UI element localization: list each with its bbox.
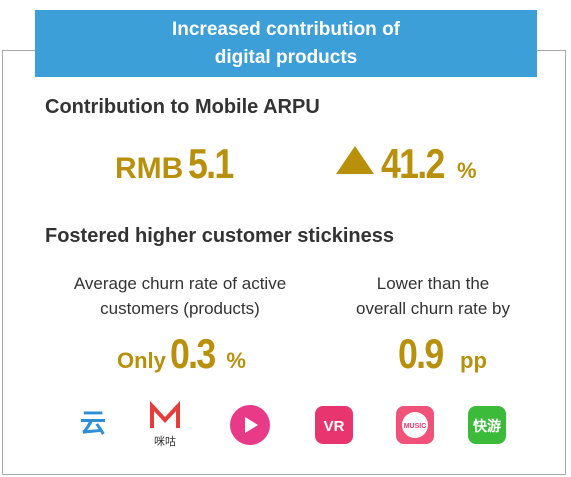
unit: % <box>226 348 246 373</box>
currency: RMB <box>115 152 184 185</box>
heading: Contribution to Mobile ARPU <box>45 96 320 118</box>
header-title: digital products <box>214 47 358 68</box>
amount: 5.1 <box>187 140 234 187</box>
unit: pp <box>460 348 487 373</box>
up-arrow <box>336 146 374 174</box>
icon-disc <box>402 412 428 438</box>
icon-game <box>468 406 506 444</box>
right-label: Lower than the overall churn rate by <box>300 271 566 321</box>
label-line: customers (products) <box>100 299 260 318</box>
icon-migu <box>150 400 180 428</box>
icon-play <box>245 417 258 433</box>
app-icons: 云 咪咕 VR MUSIC 快游 <box>80 400 506 448</box>
label-line: Lower than the <box>376 274 490 293</box>
label-line: overall churn rate by <box>355 299 511 318</box>
arpu-amount: RMB 5.1 <box>115 140 240 188</box>
growth: 41.2 <box>381 140 445 187</box>
left-label: Average churn rate of active customers (… <box>40 271 320 321</box>
value: 0.9 <box>398 330 444 377</box>
arpu-growth: 41.2% <box>381 140 477 188</box>
right-value: 0.9 pp <box>398 330 487 378</box>
value: 0.3 <box>170 330 216 377</box>
header-title: Increased contribution of <box>171 19 401 40</box>
left-value: Only 0.3% <box>117 330 246 378</box>
unit: % <box>457 158 477 183</box>
icon-label: 咪咕 <box>154 435 176 448</box>
icon-vr <box>315 406 353 444</box>
icon-label: VR <box>324 418 345 435</box>
icon-cloud: 云 <box>80 408 106 438</box>
label-line: Average churn rate of active <box>73 274 287 293</box>
heading: Fostered higher customer stickiness <box>45 225 395 247</box>
icon-label: 快游 <box>473 418 501 434</box>
header: Increased contribution of digital produc… <box>35 10 537 77</box>
icon-label: MUSIC <box>404 423 427 430</box>
prefix: Only <box>117 348 166 373</box>
